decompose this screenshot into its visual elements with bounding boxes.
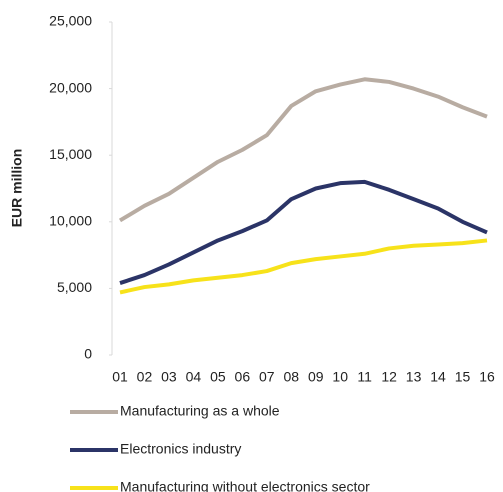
x-tick-label: 04 — [186, 369, 202, 385]
x-tick-label: 08 — [283, 369, 299, 385]
series-line — [119, 179, 488, 285]
x-tick-label: 03 — [161, 369, 177, 385]
x-tick-label: 05 — [210, 369, 226, 385]
x-tick-label: 15 — [455, 369, 471, 385]
x-tick-label: 11 — [357, 369, 372, 385]
y-tick-label: 25,000 — [49, 13, 92, 29]
y-tick-label: 5,000 — [57, 279, 92, 295]
x-tick-label: 06 — [235, 369, 251, 385]
x-tick-label: 13 — [406, 369, 422, 385]
x-tick-label: 02 — [137, 369, 153, 385]
x-tick-label: 10 — [332, 369, 348, 385]
legend-label: Manufacturing without electronics sector — [120, 479, 370, 492]
y-tick-label: 20,000 — [49, 79, 92, 95]
x-tick-label: 01 — [112, 369, 128, 385]
x-tick-label: 09 — [308, 369, 324, 385]
x-tick-label: 14 — [430, 369, 446, 385]
legend-label: Manufacturing as a whole — [120, 403, 280, 419]
y-tick-label: 15,000 — [49, 146, 92, 162]
y-axis-title: EUR million — [9, 149, 25, 228]
series-line — [118, 77, 488, 223]
series-line — [119, 238, 488, 295]
x-tick-label: 07 — [259, 369, 275, 385]
y-tick-label: 0 — [84, 346, 92, 362]
x-tick-label: 16 — [479, 369, 495, 385]
y-tick-label: 10,000 — [49, 213, 92, 229]
x-tick-label: 12 — [381, 369, 397, 385]
legend-label: Electronics industry — [120, 441, 241, 457]
